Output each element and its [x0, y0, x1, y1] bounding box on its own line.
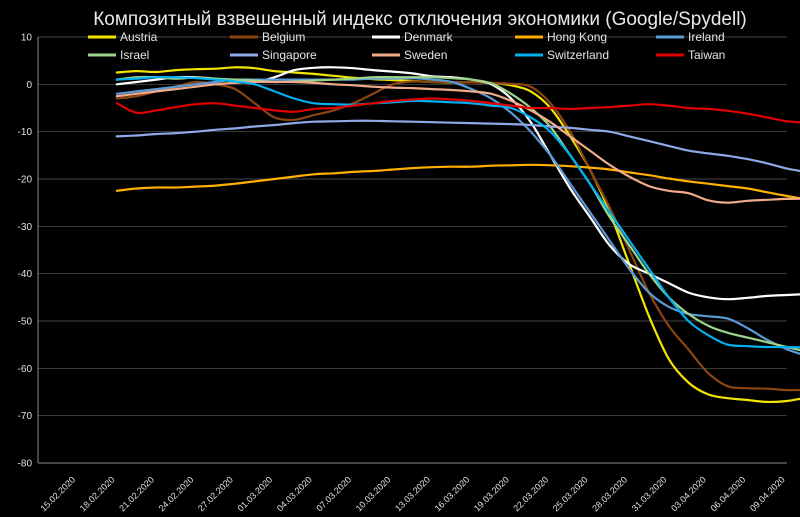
series-line-belgium — [115, 80, 800, 392]
x-tick-label: 09.04.2020 — [748, 474, 787, 513]
y-tick-label: -60 — [18, 364, 33, 375]
legend-item: Switzerland — [515, 48, 609, 62]
y-tick-label: -10 — [18, 127, 33, 138]
legend-label: Belgium — [262, 30, 305, 44]
legend-item: Denmark — [372, 30, 454, 44]
legend-item: Belgium — [230, 30, 305, 44]
y-tick-label: 10 — [21, 33, 33, 44]
series-line-hong-kong — [115, 163, 800, 200]
legend-item: Israel — [88, 48, 149, 62]
x-tick-label: 18.02.2020 — [78, 474, 117, 513]
y-tick-label: 0 — [26, 80, 32, 91]
legend-label: Denmark — [404, 30, 454, 44]
legend-item: Ireland — [656, 30, 725, 44]
series-line-taiwan — [115, 97, 800, 124]
x-tick-label: 31.03.2020 — [630, 474, 669, 513]
y-tick-label: -50 — [18, 317, 33, 328]
series-line-ireland — [115, 77, 800, 355]
series-line-switzerland — [115, 75, 800, 349]
x-tick-label: 24.02.2020 — [157, 474, 196, 513]
series-lines — [115, 66, 800, 404]
series-line-denmark — [115, 66, 800, 301]
legend-label: Austria — [120, 30, 158, 44]
series-line-singapore — [115, 119, 800, 173]
x-tick-label: 19.03.2020 — [472, 474, 511, 513]
legend-label: Singapore — [262, 48, 317, 62]
series-line-austria — [115, 66, 800, 404]
legend-item: Singapore — [230, 48, 317, 62]
x-tick-label: 27.02.2020 — [196, 474, 235, 513]
y-tick-label: -40 — [18, 269, 33, 280]
y-axis: 10 0 -10 -20 -30 -40 -50 -60 -70 -80 — [18, 33, 39, 470]
x-tick-label: 16.03.2020 — [433, 474, 472, 513]
legend-item: Taiwan — [656, 48, 725, 62]
x-tick-label: 10.03.2020 — [354, 474, 393, 513]
chart-title: Композитный взвешенный индекс отключения… — [93, 9, 747, 30]
legend: Austria Belgium Denmark Hong Kong Ireland Isr… — [88, 30, 725, 62]
x-tick-label: 01.03.2020 — [235, 474, 274, 513]
x-tick-label: 28.03.2020 — [590, 474, 629, 513]
x-tick-label: 03.04.2020 — [669, 474, 708, 513]
legend-label: Hong Kong — [547, 30, 607, 44]
x-tick-label: 04.03.2020 — [275, 474, 314, 513]
legend-item: Hong Kong — [515, 30, 607, 44]
y-tick-label: -30 — [18, 222, 33, 233]
legend-label: Switzerland — [547, 48, 609, 62]
y-tick-label: -70 — [18, 411, 33, 422]
legend-label: Ireland — [688, 30, 725, 44]
legend-item: Sweden — [372, 48, 447, 62]
x-tick-label: 13.03.2020 — [393, 474, 432, 513]
y-tick-label: -80 — [18, 459, 33, 470]
x-axis: 15.02.2020 18.02.2020 21.02.2020 24.02.2020… — [38, 462, 787, 513]
x-tick-label: 21.02.2020 — [117, 474, 156, 513]
series-line-sweden — [115, 80, 800, 204]
legend-label: Israel — [120, 48, 149, 62]
x-tick-label: 06.04.2020 — [709, 474, 748, 513]
x-tick-label: 25.03.2020 — [551, 474, 590, 513]
x-tick-label: 15.02.2020 — [38, 474, 77, 513]
y-tick-label: -20 — [18, 175, 33, 186]
legend-label: Taiwan — [688, 48, 725, 62]
legend-item: Austria — [88, 30, 158, 44]
x-tick-label: 07.03.2020 — [314, 474, 353, 513]
x-tick-label: 22.03.2020 — [511, 474, 550, 513]
legend-label: Sweden — [404, 48, 447, 62]
